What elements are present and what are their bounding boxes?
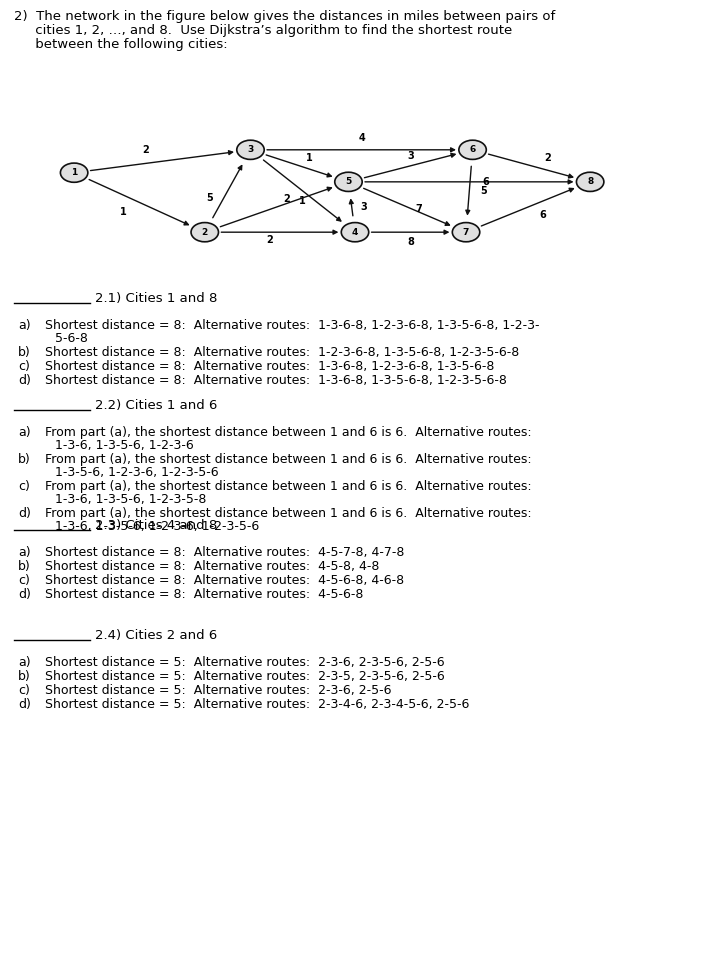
Text: d): d) [18, 588, 31, 601]
Circle shape [236, 140, 264, 159]
Text: 1-3-6, 1-3-5-6, 1-2-3-5-8: 1-3-6, 1-3-5-6, 1-2-3-5-8 [55, 493, 207, 506]
Text: Shortest distance = 5:  Alternative routes:  2-3-6, 2-5-6: Shortest distance = 5: Alternative route… [45, 684, 391, 697]
Text: cities 1, 2, …, and 8.  Use Dijkstra’s algorithm to find the shortest route: cities 1, 2, …, and 8. Use Dijkstra’s al… [14, 24, 512, 37]
Text: c): c) [18, 574, 30, 587]
Text: 2: 2 [202, 228, 208, 237]
Text: b): b) [18, 670, 31, 683]
Text: 2)  The network in the figure below gives the distances in miles between pairs o: 2) The network in the figure below gives… [14, 10, 555, 23]
Text: 1: 1 [300, 196, 306, 206]
Text: 4: 4 [358, 133, 365, 143]
Text: 8: 8 [587, 178, 594, 186]
Text: 5: 5 [480, 186, 487, 196]
Text: 4: 4 [352, 228, 358, 237]
Text: c): c) [18, 684, 30, 697]
Text: 3: 3 [360, 202, 367, 212]
Text: a): a) [18, 546, 31, 559]
Circle shape [191, 223, 219, 242]
Text: 5-6-8: 5-6-8 [55, 332, 88, 345]
Text: 2: 2 [143, 145, 149, 155]
Text: c): c) [18, 360, 30, 373]
Text: d): d) [18, 374, 31, 387]
Text: 1: 1 [306, 153, 312, 162]
Text: 2: 2 [267, 235, 273, 246]
Text: 7: 7 [415, 204, 422, 214]
Text: 5: 5 [345, 178, 351, 186]
Text: From part (a), the shortest distance between 1 and 6 is 6.  Alternative routes:: From part (a), the shortest distance bet… [45, 507, 532, 520]
Text: d): d) [18, 698, 31, 711]
Text: 2: 2 [545, 153, 551, 162]
Text: Shortest distance = 8:  Alternative routes:  1-3-6-8, 1-2-3-6-8, 1-3-5-6-8: Shortest distance = 8: Alternative route… [45, 360, 494, 373]
Text: Shortest distance = 8:  Alternative routes:  1-3-6-8, 1-3-5-6-8, 1-2-3-5-6-8: Shortest distance = 8: Alternative route… [45, 374, 507, 387]
Text: 3: 3 [407, 151, 414, 160]
Text: between the following cities:: between the following cities: [14, 38, 228, 51]
Circle shape [459, 140, 486, 159]
Text: 2.2) Cities 1 and 6: 2.2) Cities 1 and 6 [95, 399, 217, 412]
Text: 2.4) Cities 2 and 6: 2.4) Cities 2 and 6 [95, 629, 217, 642]
Text: Shortest distance = 5:  Alternative routes:  2-3-6, 2-3-5-6, 2-5-6: Shortest distance = 5: Alternative route… [45, 656, 444, 669]
Text: Shortest distance = 5:  Alternative routes:  2-3-5, 2-3-5-6, 2-5-6: Shortest distance = 5: Alternative route… [45, 670, 444, 683]
Circle shape [60, 163, 88, 182]
Text: 1: 1 [71, 168, 77, 178]
Text: 7: 7 [463, 228, 469, 237]
Text: c): c) [18, 480, 30, 493]
Text: From part (a), the shortest distance between 1 and 6 is 6.  Alternative routes:: From part (a), the shortest distance bet… [45, 480, 532, 493]
Text: 5: 5 [206, 193, 213, 203]
Text: b): b) [18, 346, 31, 359]
Text: Shortest distance = 8:  Alternative routes:  4-5-6-8: Shortest distance = 8: Alternative route… [45, 588, 364, 601]
Text: 6: 6 [482, 177, 489, 187]
Text: 1: 1 [120, 206, 126, 217]
Text: 8: 8 [407, 237, 414, 248]
Text: 3: 3 [247, 145, 253, 155]
Text: 2: 2 [283, 194, 290, 204]
Circle shape [334, 172, 362, 191]
Text: From part (a), the shortest distance between 1 and 6 is 6.  Alternative routes:: From part (a), the shortest distance bet… [45, 453, 532, 466]
Text: a): a) [18, 656, 31, 669]
Text: 6: 6 [469, 145, 476, 155]
Circle shape [577, 172, 604, 191]
Text: b): b) [18, 560, 31, 573]
Text: From part (a), the shortest distance between 1 and 6 is 6.  Alternative routes:: From part (a), the shortest distance bet… [45, 426, 532, 439]
Text: 1-3-5-6, 1-2-3-6, 1-2-3-5-6: 1-3-5-6, 1-2-3-6, 1-2-3-5-6 [55, 466, 219, 479]
Text: 6: 6 [539, 210, 546, 220]
Text: a): a) [18, 319, 31, 332]
Text: 1-3-6, 1-3-5-6, 1-2-3-6: 1-3-6, 1-3-5-6, 1-2-3-6 [55, 439, 194, 452]
Text: Shortest distance = 8:  Alternative routes:  1-3-6-8, 1-2-3-6-8, 1-3-5-6-8, 1-2-: Shortest distance = 8: Alternative route… [45, 319, 540, 332]
Text: 2.1) Cities 1 and 8: 2.1) Cities 1 and 8 [95, 292, 217, 305]
Circle shape [452, 223, 480, 242]
Text: Shortest distance = 5:  Alternative routes:  2-3-4-6, 2-3-4-5-6, 2-5-6: Shortest distance = 5: Alternative route… [45, 698, 469, 711]
Text: Shortest distance = 8:  Alternative routes:  4-5-6-8, 4-6-8: Shortest distance = 8: Alternative route… [45, 574, 404, 587]
Text: Shortest distance = 8:  Alternative routes:  4-5-8, 4-8: Shortest distance = 8: Alternative route… [45, 560, 379, 573]
Text: 2.3) Cities 4 and 8: 2.3) Cities 4 and 8 [95, 519, 217, 532]
Text: Shortest distance = 8:  Alternative routes:  1-2-3-6-8, 1-3-5-6-8, 1-2-3-5-6-8: Shortest distance = 8: Alternative route… [45, 346, 519, 359]
Circle shape [342, 223, 368, 242]
Text: a): a) [18, 426, 31, 439]
Text: Shortest distance = 8:  Alternative routes:  4-5-7-8, 4-7-8: Shortest distance = 8: Alternative route… [45, 546, 405, 559]
Text: d): d) [18, 507, 31, 520]
Text: 1-3-6, 1-3-5-6, 1-2-3-6, 1-2-3-5-6: 1-3-6, 1-3-5-6, 1-2-3-6, 1-2-3-5-6 [55, 520, 259, 533]
Text: b): b) [18, 453, 31, 466]
